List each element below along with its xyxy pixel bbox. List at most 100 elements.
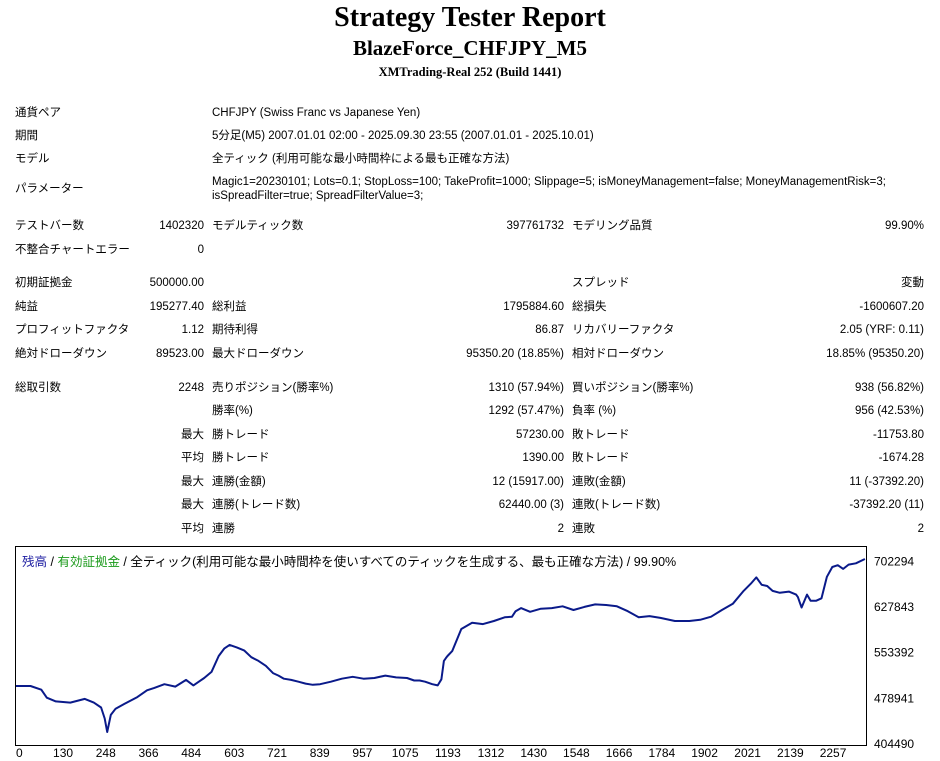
model-value: 全ティック (利用可能な最小時間枠による最も正確な方法)	[212, 153, 510, 165]
x-tick-label: 1666	[606, 746, 633, 760]
payoff-value: 86.87	[535, 324, 564, 336]
rel-dd-label: 相対ドローダウン	[572, 348, 664, 360]
x-tick-label: 1312	[478, 746, 505, 760]
max-consec-lossamt-label: 連敗(トレード数)	[572, 499, 661, 511]
x-tick-label: 957	[352, 746, 372, 760]
x-tick-label: 484	[181, 746, 201, 760]
max-consec-win-label: 連勝(金額)	[212, 476, 266, 488]
pair-label: 通貨ペア	[15, 107, 61, 119]
win-rate-label: 勝率(%)	[212, 405, 253, 417]
report-title: Strategy Tester Report	[334, 2, 606, 33]
long-label: 買いポジション(勝率%)	[572, 382, 694, 394]
max-consec-profit-value: 62440.00 (3)	[498, 499, 564, 511]
gross-loss-label: 総損失	[572, 301, 607, 313]
largest-loss-value: -11753.80	[873, 429, 924, 441]
x-tick-label: 366	[138, 746, 158, 760]
rel-dd-value: 18.85% (95350.20)	[826, 348, 924, 360]
legend-sep: /	[119, 555, 131, 569]
report-subtitle: BlazeForce_CHFJPY_M5	[352, 36, 588, 60]
x-tick-label: 2257	[820, 746, 847, 760]
x-tick-label: 1430	[520, 746, 547, 760]
y-tick-label: 404490	[874, 737, 914, 751]
balance-chart-frame	[15, 546, 867, 746]
period-value: 5分足(M5) 2007.01.01 02:00 - 2025.09.30 23…	[212, 130, 594, 142]
max-consec-loss-value: 11 (-37392.20)	[849, 476, 924, 488]
recovery-value: 2.05 (YRF: 0.11)	[839, 324, 924, 336]
max-label-2: 最大	[181, 476, 204, 488]
quality-label: モデリング品質	[572, 220, 653, 232]
params-line1: Magic1=20230101; Lots=0.1; StopLoss=100;…	[212, 176, 886, 188]
y-tick-label: 627843	[874, 600, 914, 614]
ticks-value: 397761732	[506, 220, 564, 232]
long-value: 938 (56.82%)	[854, 382, 924, 394]
max-dd-value: 95350.20 (18.85%)	[466, 348, 564, 360]
params-label: パラメーター	[15, 183, 84, 195]
trades-value: 2248	[178, 382, 204, 394]
max-dd-label: 最大ドローダウン	[212, 348, 304, 360]
period-label: 期間	[15, 130, 38, 142]
mismatch-value: 0	[197, 244, 204, 256]
gross-profit-value: 1795884.60	[503, 301, 564, 313]
avg-consec-loss-label: 連敗	[572, 523, 595, 535]
bars-label: テストバー数	[15, 220, 84, 232]
largest-win-label: 勝トレード	[212, 429, 270, 441]
server-info: XMTrading-Real 252 (Build 1441)	[378, 65, 562, 79]
pf-value: 1.12	[181, 324, 204, 336]
legend-equity: 有効証拠金	[57, 555, 120, 569]
x-tick-label: 1075	[392, 746, 419, 760]
avg-consec-loss-value: 2	[917, 523, 924, 535]
gross-profit-label: 総利益	[212, 301, 247, 313]
legend-balance: 残高	[22, 555, 48, 569]
x-tick-label: 1784	[648, 746, 675, 760]
max-label-3: 最大	[181, 499, 204, 511]
legend-sep: /	[47, 555, 58, 569]
x-tick-label: 248	[96, 746, 116, 760]
x-tick-label: 1902	[691, 746, 718, 760]
largest-loss-label: 敗トレード	[572, 429, 630, 441]
avg-loss-label: 敗トレード	[572, 452, 630, 464]
balance-line	[16, 558, 866, 733]
x-tick-label: 130	[53, 746, 73, 760]
max-label-1: 最大	[181, 429, 204, 441]
x-tick-label: 721	[267, 746, 287, 760]
quality-value: 99.90%	[884, 220, 924, 232]
loss-rate-label: 負率 (%)	[572, 405, 617, 417]
net-value: 195277.40	[149, 301, 204, 313]
x-tick-label: 839	[310, 746, 330, 760]
payoff-label: 期待利得	[212, 324, 258, 336]
max-consec-profit-label: 連勝(トレード数)	[212, 499, 301, 511]
bars-value: 1402320	[159, 220, 204, 232]
gross-loss-value: -1600607.20	[859, 301, 924, 313]
x-tick-label: 1193	[435, 746, 461, 760]
avg-loss-value: -1674.28	[878, 452, 924, 464]
max-consec-win-value: 12 (15917.00)	[492, 476, 564, 488]
max-consec-lossamt-value: -37392.20 (11)	[849, 499, 924, 511]
largest-win-value: 57230.00	[516, 429, 564, 441]
x-tick-label: 2021	[734, 746, 761, 760]
spread-value: 変動	[901, 277, 924, 289]
recovery-label: リカバリーファクタ	[572, 324, 675, 336]
loss-rate-value: 956 (42.53%)	[854, 405, 924, 417]
model-label: モデル	[15, 153, 50, 165]
abs-dd-label: 絶対ドローダウン	[15, 348, 107, 360]
spread-label: スプレッド	[572, 277, 630, 289]
pf-label: プロフィットファクタ	[15, 324, 130, 336]
abs-dd-value: 89523.00	[156, 348, 204, 360]
x-tick-label: 1548	[563, 746, 590, 760]
max-consec-loss-label: 連敗(金額)	[572, 476, 626, 488]
avg-label-1: 平均	[181, 452, 204, 464]
mismatch-label: 不整合チャートエラー	[15, 244, 130, 256]
legend-method: 全ティック(利用可能な最小時間枠を使いすべてのティックを生成する、最も正確な方法…	[130, 555, 677, 569]
params-line2: isSpreadFilter=true; SpreadFilterValue=3…	[212, 190, 424, 202]
avg-win-label: 勝トレード	[212, 452, 270, 464]
avg-consec-win-value: 2	[557, 523, 564, 535]
x-tick-label: 603	[224, 746, 244, 760]
y-tick-label: 478941	[874, 691, 914, 705]
short-label: 売りポジション(勝率%)	[212, 382, 334, 394]
avg-label-2: 平均	[181, 523, 204, 535]
win-rate-value: 1292 (57.47%)	[488, 405, 564, 417]
avg-win-value: 1390.00	[522, 452, 564, 464]
short-value: 1310 (57.94%)	[488, 382, 564, 394]
net-label: 純益	[15, 301, 38, 313]
